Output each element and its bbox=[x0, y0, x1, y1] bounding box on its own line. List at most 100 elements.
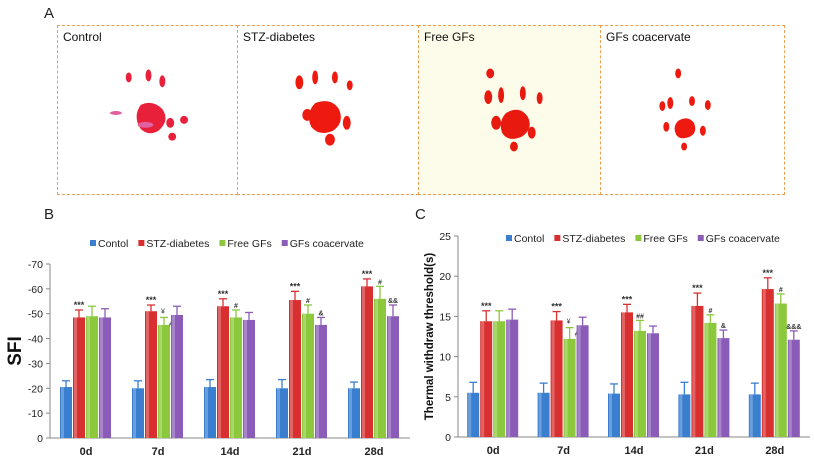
bar-highlight bbox=[74, 317, 77, 438]
bar-highlight bbox=[349, 388, 352, 438]
bar-highlight bbox=[622, 312, 625, 437]
bar bbox=[748, 394, 761, 437]
bar-highlight bbox=[494, 321, 498, 437]
bar-highlight bbox=[316, 324, 319, 438]
y-tick-label: 25 bbox=[439, 231, 451, 243]
significance-label: *** bbox=[481, 301, 492, 311]
bar bbox=[506, 319, 519, 437]
legend-swatch bbox=[554, 235, 561, 241]
x-tick-label: 14d bbox=[625, 445, 644, 457]
significance-label: &&& bbox=[786, 324, 801, 331]
significance-label: ## bbox=[636, 313, 644, 320]
bar bbox=[387, 316, 399, 438]
legend-label: GFs coacervate bbox=[290, 238, 364, 250]
bar-highlight bbox=[172, 314, 175, 438]
bar-highlight bbox=[648, 333, 651, 437]
paw-print-image bbox=[295, 70, 353, 146]
bar bbox=[467, 392, 480, 437]
bar-highlight bbox=[609, 393, 612, 437]
legend-label: Contol bbox=[98, 238, 128, 250]
paw-panel-control: Control bbox=[57, 25, 238, 195]
bar bbox=[717, 338, 730, 437]
bar bbox=[276, 388, 288, 438]
y-axis-label: SFI bbox=[5, 336, 26, 366]
bar bbox=[774, 303, 787, 437]
y-tick-label: 5 bbox=[445, 392, 451, 404]
y-tick-label: -10 bbox=[28, 408, 43, 420]
bar-highlight bbox=[231, 317, 234, 438]
bar bbox=[361, 286, 373, 438]
bar-highlight bbox=[788, 339, 792, 437]
significance-label: ¥ bbox=[567, 319, 571, 326]
paw-panel-title: GFs coacervate bbox=[606, 30, 691, 44]
y-tick-label: -60 bbox=[28, 284, 43, 296]
bar bbox=[480, 321, 493, 437]
significance-label: & bbox=[721, 323, 726, 330]
significance-label: & bbox=[318, 310, 323, 317]
x-tick-label: 7d bbox=[557, 445, 570, 457]
paw-panel-title: Free GFs bbox=[424, 30, 475, 44]
y-tick-label: -30 bbox=[28, 358, 43, 370]
y-tick-label: 15 bbox=[439, 311, 451, 323]
bar bbox=[145, 311, 157, 438]
paw-print-image bbox=[109, 69, 189, 141]
paw-panel-gfs-coacervate: GFs coacervate bbox=[600, 25, 785, 195]
legend-swatch bbox=[506, 235, 512, 241]
bar bbox=[243, 319, 255, 438]
bar bbox=[576, 325, 589, 437]
y-tick-label: 0 bbox=[37, 433, 43, 445]
bar bbox=[302, 313, 314, 438]
bar bbox=[289, 300, 301, 438]
panel-label-b: B bbox=[44, 206, 55, 223]
bar-highlight bbox=[133, 388, 136, 438]
legend-label: STZ-diabetes bbox=[562, 233, 625, 245]
significance-label: *** bbox=[692, 283, 703, 293]
bar-highlight bbox=[100, 317, 103, 438]
y-tick-label: -70 bbox=[28, 259, 43, 271]
bar-highlight bbox=[159, 324, 162, 438]
panel-label-c: C bbox=[415, 206, 426, 223]
legend-label: Free GFs bbox=[643, 233, 687, 245]
bar-highlight bbox=[564, 338, 568, 437]
bar-highlight bbox=[218, 306, 221, 438]
bar-highlight bbox=[577, 325, 581, 437]
significance-label: ## bbox=[575, 332, 583, 339]
x-tick-label: 7d bbox=[152, 446, 165, 458]
bar-highlight bbox=[635, 330, 638, 437]
x-tick-label: 0d bbox=[487, 445, 500, 457]
bar-highlight bbox=[749, 394, 753, 437]
bar bbox=[86, 316, 98, 438]
bar-highlight bbox=[375, 298, 378, 438]
significance-label: # bbox=[779, 287, 783, 294]
legend-swatch bbox=[138, 240, 145, 246]
bar bbox=[550, 320, 563, 437]
significance-label: *** bbox=[551, 302, 562, 312]
x-tick-label: 14d bbox=[221, 446, 240, 458]
paw-panel-title: Control bbox=[63, 30, 102, 44]
bar-highlight bbox=[205, 387, 208, 438]
bar bbox=[230, 317, 242, 438]
bar bbox=[158, 324, 170, 438]
paw-print-image bbox=[659, 68, 711, 151]
bar bbox=[704, 322, 717, 437]
significance-label: *** bbox=[74, 300, 85, 310]
bar-highlight bbox=[244, 319, 247, 438]
panel-label-a: A bbox=[44, 5, 55, 22]
bar bbox=[621, 312, 633, 437]
paw-panel-stz-diabetes: STZ-diabetes bbox=[237, 25, 419, 195]
bar bbox=[315, 324, 327, 438]
y-tick-label: 10 bbox=[439, 352, 451, 364]
legend-label: STZ-diabetes bbox=[146, 238, 209, 250]
legend-label: Free GFs bbox=[227, 238, 271, 250]
x-tick-label: 28d bbox=[765, 445, 784, 457]
significance-label: *** bbox=[362, 269, 373, 279]
x-tick-label: 21d bbox=[293, 446, 312, 458]
y-tick-label: -40 bbox=[28, 334, 43, 346]
bar-highlight bbox=[762, 289, 766, 437]
bar-highlight bbox=[538, 392, 542, 437]
paw-panel-free-gfs: Free GFs bbox=[418, 25, 601, 195]
paw-print-image bbox=[484, 68, 543, 152]
y-tick-label: -20 bbox=[28, 383, 43, 395]
bar-highlight bbox=[290, 300, 293, 438]
legend-label: GFs coacervate bbox=[706, 233, 780, 245]
